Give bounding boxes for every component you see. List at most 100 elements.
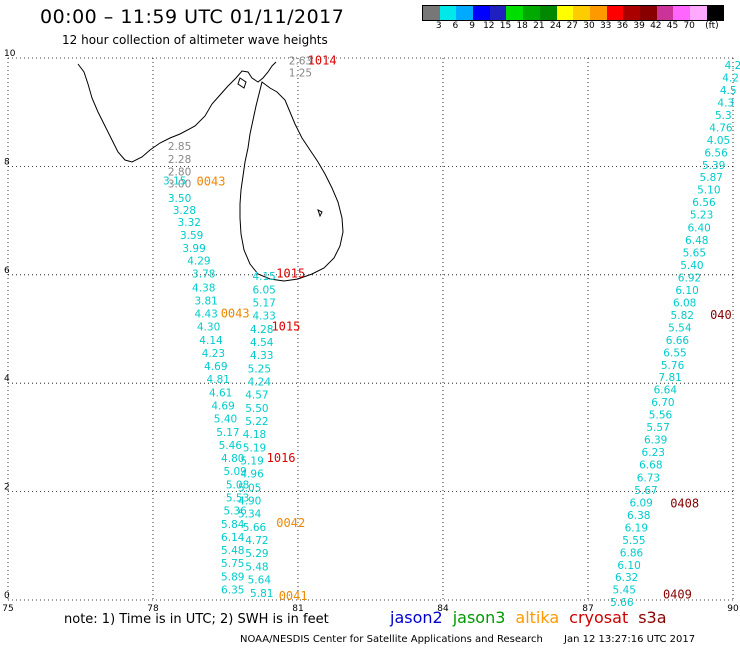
wave-height-value: 5.45 [613,585,636,597]
wave-height-value: 4.23 [202,348,225,360]
x-tick-label: 87 [582,604,593,614]
wave-height-value: 6.68 [639,460,662,472]
wave-height-value: 6.32 [615,572,638,584]
wave-height-value: 6.64 [654,385,678,397]
colorbar-swatch [489,6,507,20]
colorbar-swatch [573,6,590,20]
wave-height-value: 6.73 [637,473,660,485]
wave-height-value: 5.25 [248,364,271,376]
wave-height-value: 5.81 [250,588,273,600]
x-tick-label: 81 [292,604,303,614]
y-tick-label: 4 [4,374,10,384]
colorbar-swatch [473,6,490,20]
wave-height-value: 6.19 [625,522,648,534]
colorbar-swatch [623,6,640,20]
wave-height-value: 4.05 [707,135,730,147]
colorbar-label: (ft) [705,21,719,31]
wave-height-value: 6.08 [673,297,696,309]
wave-height-value: 4.14 [199,335,223,347]
wave-height-points: 2.631.25 2.852.282.803.003.15 3.503.283.32… [163,56,740,609]
legend-entry-cryosat: cryosat [569,608,629,627]
colorbar-label: 6 [452,21,459,31]
y-tick-label: 2 [4,483,10,493]
wave-height-value: 3.59 [180,230,203,242]
pass-time-label: 0042 [276,516,305,530]
wave-height-value: 4.2 [725,60,740,72]
map-title: 00:00 – 11:59 UTC 01/11/2017 [40,6,345,28]
wave-height-value: 5.05 [238,482,261,494]
wave-height-value: 4.81 [207,374,230,386]
wave-height-value: 4.29 [187,256,210,268]
colorbar-label: 27 [566,21,579,31]
graticule-grid [7,57,734,601]
wave-height-value: 6.38 [627,510,650,522]
colorbar-label: 18 [516,21,528,31]
wave-height-value: 2.28 [168,154,191,166]
wave-height-value: 4.33 [252,310,275,322]
colorbar-labels: 3 6 9 12 15 18 21 24 27 30 33 36 39 42 45 70 (ft) [422,21,740,33]
wave-height-value: 4.76 [709,122,733,134]
pass-time-label: 1014 [308,54,337,68]
pass-time-label: 1015 [271,319,300,333]
pass-time-label: 0043 [221,306,250,320]
coastline [77,61,344,282]
colorbar-swatch [423,6,440,20]
wave-height-value: 5.50 [245,403,268,415]
axis-ticks: 75 78 81 84 87 90 0 2 4 6 8 10 [2,49,739,614]
wave-height-value: 4.5 [720,85,737,97]
colorbar [422,5,725,21]
colorbar-label: 45 [666,21,679,31]
wave-height-value: 5.17 [216,427,239,439]
y-tick-label: 10 [4,49,16,59]
wave-height-value: 3.78 [192,269,215,281]
wave-height-value: 4.33 [250,350,273,362]
wave-height-value: 5.09 [223,466,246,478]
colorbar-swatch [656,6,674,20]
pass-time-label: 0408 [670,497,699,511]
wave-height-value: 5.10 [697,185,720,197]
wave-height-value: 5.82 [671,310,694,322]
wave-height-value: 4.15 [252,271,275,283]
colorbar-swatch [606,6,624,20]
wave-height-value: 5.40 [680,260,703,272]
map-subtitle: 12 hour collection of altimeter wave hei… [62,33,328,47]
wave-height-value: 5.29 [245,548,268,560]
wave-height-value: 6.48 [685,235,708,247]
islet [237,77,247,89]
wave-height-value: 4.54 [250,337,274,349]
wave-height-value: 4.57 [245,390,268,402]
wave-height-value: 5.67 [634,485,657,497]
wave-height-value: 5.64 [248,574,272,586]
islet [317,209,323,218]
wave-height-value: 6.66 [666,335,690,347]
wave-height-value: 5.08 [226,480,249,492]
x-tick-label: 84 [437,604,449,614]
wave-height-value: 5.46 [219,440,243,452]
colorbar-label: 3 [435,21,442,31]
wave-height-value: 6.23 [642,447,665,459]
wave-height-value: 5.66 [243,522,267,534]
legend-entry-altika: altika [515,608,560,627]
wave-height-value: 5.19 [240,456,263,468]
wave-height-value: 5.17 [252,297,275,309]
wave-height-value: 5.54 [668,322,692,334]
wave-height-value: 5.56 [649,410,673,422]
colorbar-label: 15 [499,21,512,31]
legend-entry-s3a: s3a [638,608,667,627]
wave-height-value: 4.80 [221,453,244,465]
wave-height-value: 6.09 [629,497,652,509]
wave-height-value: 3.00 [168,179,191,191]
wave-height-value: 7.81 [658,372,681,384]
wave-height-value: 6.92 [678,273,701,285]
colorbar-swatch [539,6,557,20]
wave-height-value: 4.69 [211,400,234,412]
satellite-legend: jason2 jason3 altika cryosat s3a [390,608,677,627]
wave-height-value: 5.3 [715,110,732,122]
legend-entry-jason2: jason2 [390,608,443,627]
colorbar-label: 39 [633,21,645,31]
wave-height-value: 5.23 [690,210,713,222]
colorbar-swatch [456,6,474,20]
colorbar-label: 21 [533,21,545,31]
wave-height-value: 6.55 [663,347,686,359]
